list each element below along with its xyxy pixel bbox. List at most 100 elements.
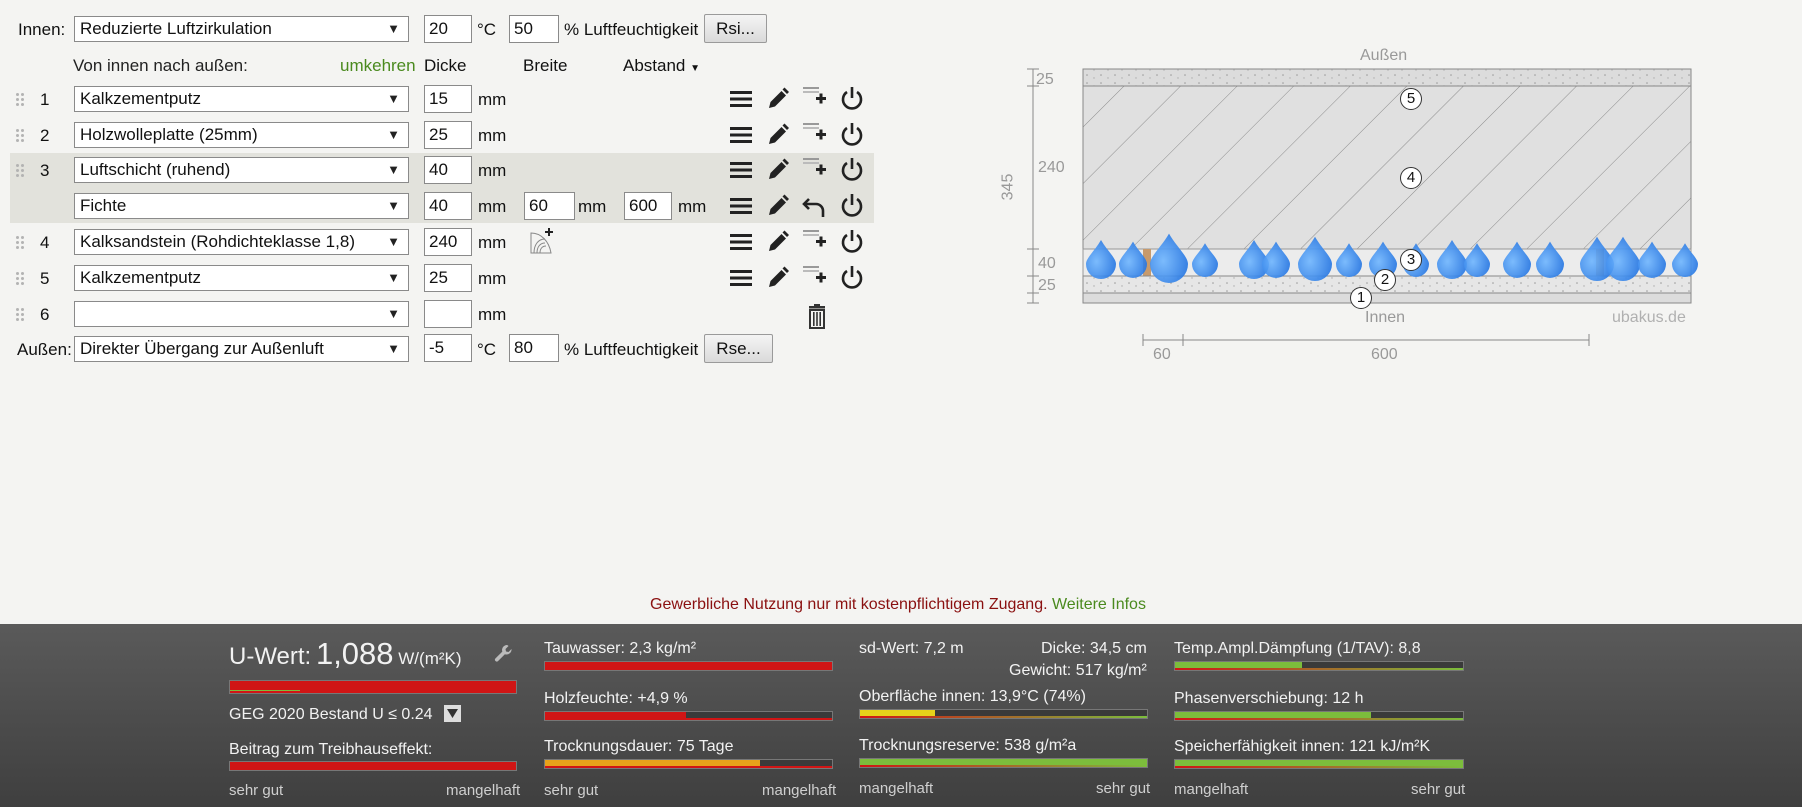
power-toggle-icon[interactable] [838,192,866,220]
layer-number: 1 [40,90,50,109]
uvalue-label: U-Wert: [229,643,312,670]
col-spacing-header[interactable]: Abstand ▼ [623,56,701,75]
power-toggle-icon[interactable] [838,121,866,149]
add-layer-icon[interactable] [801,84,829,112]
layer-thickness-input[interactable]: 40 [424,192,472,220]
stud-left [1143,249,1151,276]
layer-spacing-input[interactable]: 600 [624,192,672,220]
layer-thickness-input[interactable]: 15 [424,85,472,113]
dim-label-total: 345 [999,173,1017,201]
bar-baseline [860,765,1147,767]
reverse-order-link[interactable]: umkehren [340,56,416,75]
add-layer-icon[interactable] [801,120,829,148]
edit-material-icon[interactable] [764,264,792,292]
col-thickness-header: Dicke [424,56,467,75]
layer-material-select[interactable]: Kalkzementputz ▼ [74,265,409,291]
layer-material-select[interactable]: ▼ [74,301,409,327]
thickness-unit: mm [478,233,507,252]
wrench-icon[interactable] [493,643,515,665]
dropdown-arrow-icon: ▼ [387,270,400,285]
drag-handle-icon[interactable] [16,164,26,177]
outside-diagram-label: Außen [1360,47,1408,64]
water-drop-icon [1503,241,1531,278]
water-drop-icon [1606,236,1640,281]
layer-menu-icon[interactable] [727,264,755,292]
water-drop-icon [1298,236,1332,281]
water-drop-icon [1536,241,1564,278]
more-info-link[interactable]: Weitere Infos [1051,596,1146,613]
outside-condition-select[interactable]: Direkter Übergang zur Außenluft ▼ [74,336,409,362]
water-drop-icon [1192,243,1218,277]
greenhouse-label: Beitrag zum Treibhauseffekt: [229,741,433,758]
power-toggle-icon[interactable] [838,228,866,256]
layer-thickness-input[interactable]: 25 [424,264,472,292]
water-drop-icon [1437,240,1467,279]
power-toggle-icon[interactable] [838,85,866,113]
layer-marker-4[interactable]: 4 [1400,167,1422,189]
bar-baseline [230,691,516,693]
inside-label: Innen: [18,20,66,39]
layer-marker-3[interactable]: 3 [1400,249,1422,271]
edit-material-icon[interactable] [764,85,792,113]
power-toggle-icon[interactable] [838,156,866,184]
layer-material-select[interactable]: Kalksandstein (Rohdichteklasse 1,8) ▼ [74,229,409,255]
undo-icon[interactable] [802,193,830,221]
layer-thickness-input[interactable] [424,300,472,328]
layer-marker-2[interactable]: 2 [1374,269,1396,291]
drag-handle-icon[interactable] [16,308,26,321]
layer-marker-5[interactable]: 5 [1400,88,1422,110]
dropdown-arrow-icon: ▼ [387,127,400,142]
layer-menu-icon[interactable] [727,156,755,184]
layer-menu-icon[interactable] [727,228,755,256]
layer-menu-icon[interactable] [727,121,755,149]
layer-thickness-input[interactable]: 25 [424,121,472,149]
delete-layer-icon[interactable] [803,302,831,330]
edit-material-icon[interactable] [764,121,792,149]
spacing-unit: mm [678,197,707,216]
inside-temperature-input[interactable]: 20 [424,15,472,43]
outside-temperature-input[interactable]: -5 [424,334,472,362]
geg-dropdown-button[interactable] [444,705,461,722]
power-toggle-icon[interactable] [838,264,866,292]
edit-material-icon[interactable] [764,192,792,220]
layer-material-select[interactable]: Kalkzementputz ▼ [74,86,409,112]
inside-temp-unit: °C [477,20,497,39]
water-drop-icon [1638,241,1666,278]
edit-material-icon[interactable] [764,156,792,184]
water-drop-icon [1239,240,1269,279]
layer-material-select[interactable]: Holzwolleplatte (25mm) ▼ [74,122,409,148]
layer-material-select[interactable]: Luftschicht (ruhend) ▼ [74,157,409,183]
layer-menu-icon[interactable] [727,192,755,220]
bar-baseline [1175,766,1463,768]
rse-button[interactable]: Rse... [704,334,773,363]
inside-humidity-input[interactable]: 50 [509,15,559,43]
outside-humidity-input[interactable]: 80 [509,334,559,362]
drag-handle-icon[interactable] [16,272,26,285]
dim-label-40: 40 [1038,255,1056,272]
layer-menu-icon[interactable] [727,85,755,113]
add-layer-icon[interactable] [801,227,829,255]
edit-material-icon[interactable] [764,228,792,256]
layer-thickness-input[interactable]: 240 [424,228,472,256]
layer-width-input[interactable]: 60 [524,192,575,220]
layer-marker-1[interactable]: 1 [1350,287,1372,309]
outside-temp-unit: °C [477,340,497,359]
dim-label-60: 60 [1153,346,1171,363]
inside-condition-select[interactable]: Reduzierte Luftzirkulation ▼ [74,16,409,42]
surface-temp-bar [859,709,1148,719]
drag-handle-icon[interactable] [16,236,26,249]
layer-thickness-input[interactable]: 40 [424,156,472,184]
drag-handle-icon[interactable] [16,129,26,142]
rsi-button[interactable]: Rsi... [704,14,767,43]
sd-value-label: sd-Wert: 7,2 m [859,640,964,657]
drag-handle-icon[interactable] [16,93,26,106]
add-layer-icon[interactable] [801,263,829,291]
layer-material-select[interactable]: Fichte ▼ [74,193,409,219]
water-drop-icon [1119,241,1147,278]
bar-baseline [545,718,832,720]
dim-label-25-bottom: 25 [1038,277,1056,294]
dropdown-arrow-icon: ▼ [387,21,400,36]
add-inhomogeneous-layer-icon[interactable] [528,228,556,256]
add-layer-icon[interactable] [801,155,829,183]
order-label: Von innen nach außen: [73,56,248,75]
